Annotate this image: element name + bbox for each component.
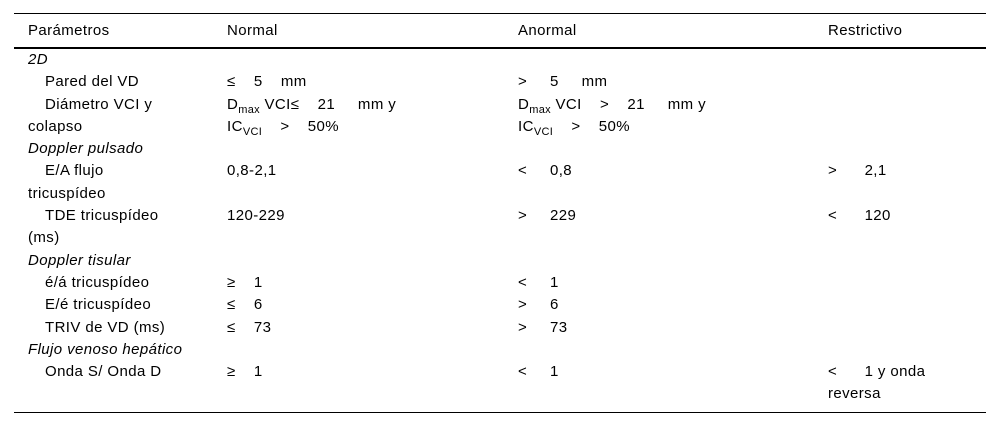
param-cell: é/á tricuspídeo — [45, 273, 150, 291]
normal-cell: 120-229 — [227, 207, 285, 225]
anormal-cell: < 0,8 — [518, 162, 573, 180]
restrictivo-cell: < 1 y onda reversa — [828, 363, 926, 403]
anormal-cell: > 5 mm — [518, 73, 608, 91]
section-label: Doppler tisular — [28, 251, 131, 269]
param-cell: Pared del VD — [45, 73, 140, 91]
table-row-ea-tisular: é/á tricuspídeo ≥ 1 < 1 — [14, 272, 986, 294]
param-cell: TDE tricuspídeo (ms) — [28, 207, 159, 247]
anormal-cell — [518, 250, 828, 272]
table-body: 2D Pared del VD ≤ 5 mm > 5 mm Diámetro V… — [14, 49, 986, 412]
normal-cell — [227, 339, 518, 361]
restrictivo-cell — [828, 250, 986, 272]
restrictivo-cell: < 120 — [828, 207, 891, 225]
param-cell: Onda S/ Onda D — [45, 363, 162, 381]
normal-cell: 0,8-2,1 — [227, 162, 277, 180]
normal-cell: ≤ 5 mm — [227, 73, 307, 91]
column-header-normal: Normal — [227, 22, 278, 39]
section-row-flujo-venoso: Flujo venoso hepático — [14, 339, 986, 361]
restrictivo-cell — [828, 94, 986, 139]
param-cell: Diámetro VCI y colapso — [28, 95, 153, 135]
param-cell: TRIV de VD (ms) — [45, 318, 166, 336]
section-label: Doppler pulsado — [28, 140, 144, 158]
table-row-pared-vd: Pared del VD ≤ 5 mm > 5 mm — [14, 71, 986, 93]
table-row-triv: TRIV de VD (ms) ≤ 73 > 73 — [14, 317, 986, 339]
normal-cell: ≥ 1 — [227, 363, 263, 381]
anormal-cell — [518, 339, 828, 361]
restrictivo-cell — [828, 317, 986, 339]
restrictivo-cell: > 2,1 — [828, 162, 887, 180]
table-row-ee-tisular: E/é tricuspídeo ≤ 6 > 6 — [14, 294, 986, 316]
normal-cell: Dmax VCI≤ 21 mm y ICVCI > 50% — [227, 95, 397, 138]
param-cell: E/é tricuspídeo — [45, 296, 152, 314]
parameters-table: Parámetros Normal Anormal Restrictivo 2D… — [14, 13, 986, 413]
param-cell: E/A flujo tricuspídeo — [28, 162, 106, 202]
normal-cell: ≤ 73 — [227, 318, 272, 336]
restrictivo-cell — [828, 294, 986, 316]
table-row-tde: TDE tricuspídeo (ms) 120-229 > 229 < 120 — [14, 205, 986, 250]
table-bottom-rule — [14, 411, 986, 413]
column-header-anormal: Anormal — [518, 22, 577, 39]
table-header-row: Parámetros Normal Anormal Restrictivo — [14, 14, 986, 47]
table-row-onda-s-d: Onda S/ Onda D ≥ 1 < 1 < 1 y onda reversa — [14, 361, 986, 406]
anormal-cell: > 229 — [518, 207, 577, 225]
anormal-cell: < 1 — [518, 273, 559, 291]
section-row-doppler-pulsado: Doppler pulsado — [14, 138, 986, 160]
restrictivo-cell — [828, 71, 986, 93]
table-row-ea-flujo: E/A flujo tricuspídeo 0,8-2,1 < 0,8 > 2,1 — [14, 160, 986, 205]
restrictivo-cell — [828, 138, 986, 160]
anormal-cell: Dmax VCI > 21 mm y ICVCI > 50% — [518, 95, 706, 138]
anormal-cell: > 6 — [518, 296, 559, 314]
restrictivo-cell — [828, 49, 986, 71]
normal-cell — [227, 250, 518, 272]
restrictivo-cell — [828, 339, 986, 361]
normal-cell — [227, 49, 518, 71]
anormal-cell — [518, 49, 828, 71]
normal-cell — [227, 138, 518, 160]
restrictivo-cell — [828, 272, 986, 294]
header-separator-rule — [14, 47, 986, 49]
anormal-cell: > 73 — [518, 318, 568, 336]
section-label: 2D — [28, 51, 48, 68]
section-row-2d: 2D — [14, 49, 986, 71]
section-label: Flujo venoso hepático — [28, 340, 183, 358]
anormal-cell: < 1 — [518, 363, 559, 381]
normal-cell: ≥ 1 — [227, 273, 263, 291]
section-row-doppler-tisular: Doppler tisular — [14, 250, 986, 272]
column-header-restrictivo: Restrictivo — [828, 22, 903, 39]
anormal-cell — [518, 138, 828, 160]
table-top-rule — [14, 13, 986, 14]
normal-cell: ≤ 6 — [227, 296, 263, 314]
column-header-parametros: Parámetros — [28, 22, 110, 39]
